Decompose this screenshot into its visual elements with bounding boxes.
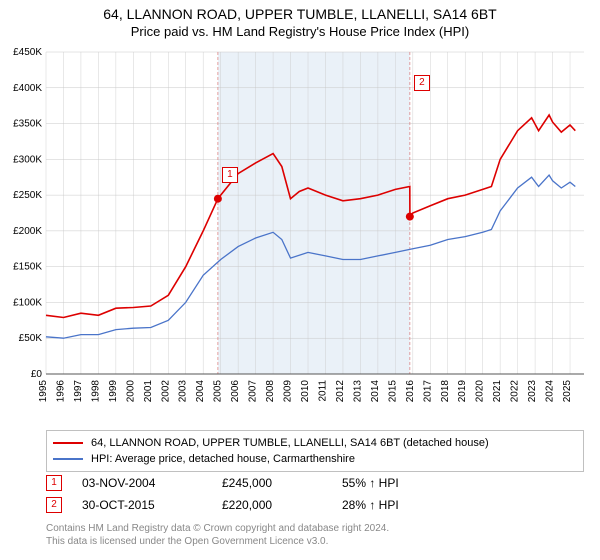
chart-marker-badge-1: 1 (222, 167, 238, 183)
title-line1: 64, LLANNON ROAD, UPPER TUMBLE, LLANELLI… (0, 6, 600, 22)
svg-text:2020: 2020 (475, 380, 486, 403)
legend-swatch-subject (53, 442, 83, 444)
svg-text:2016: 2016 (405, 380, 416, 403)
legend-box: 64, LLANNON ROAD, UPPER TUMBLE, LLANELLI… (46, 430, 584, 472)
footer-block: Contains HM Land Registry data © Crown c… (46, 522, 389, 548)
sale-badge-2: 2 (46, 497, 62, 513)
svg-text:£0: £0 (31, 369, 43, 380)
svg-text:2003: 2003 (178, 380, 189, 403)
svg-text:1998: 1998 (90, 380, 101, 403)
legend-swatch-hpi (53, 458, 83, 460)
sale-price-2: £220,000 (222, 498, 342, 512)
svg-text:£50K: £50K (19, 333, 43, 344)
legend-label-subject: 64, LLANNON ROAD, UPPER TUMBLE, LLANELLI… (91, 437, 489, 449)
svg-text:2017: 2017 (422, 380, 433, 403)
svg-text:2018: 2018 (440, 380, 451, 403)
chart-title-block: 64, LLANNON ROAD, UPPER TUMBLE, LLANELLI… (0, 0, 600, 39)
svg-text:£200K: £200K (13, 226, 42, 237)
sale-date-2: 30-OCT-2015 (82, 498, 222, 512)
svg-text:£350K: £350K (13, 119, 42, 130)
svg-text:£150K: £150K (13, 262, 42, 273)
svg-text:2022: 2022 (510, 380, 521, 403)
svg-text:1997: 1997 (73, 380, 84, 403)
chart-marker-badge-2: 2 (414, 75, 430, 91)
svg-text:2015: 2015 (387, 380, 398, 403)
svg-text:2004: 2004 (195, 380, 206, 403)
svg-text:2009: 2009 (283, 380, 294, 403)
svg-text:1995: 1995 (38, 380, 49, 403)
svg-text:2024: 2024 (545, 380, 556, 403)
sale-pct-2: 28% ↑ HPI (342, 498, 399, 512)
svg-text:2007: 2007 (248, 380, 259, 403)
svg-text:2025: 2025 (562, 380, 573, 403)
svg-text:1996: 1996 (55, 380, 66, 403)
svg-text:2019: 2019 (457, 380, 468, 403)
svg-text:2005: 2005 (213, 380, 224, 403)
svg-text:£300K: £300K (13, 154, 42, 165)
sale-pct-1: 55% ↑ HPI (342, 476, 399, 490)
svg-text:2008: 2008 (265, 380, 276, 403)
legend-row-subject: 64, LLANNON ROAD, UPPER TUMBLE, LLANELLI… (53, 435, 577, 451)
sales-block: 1 03-NOV-2004 £245,000 55% ↑ HPI 2 30-OC… (46, 472, 584, 516)
svg-text:2023: 2023 (527, 380, 538, 403)
svg-text:2010: 2010 (300, 380, 311, 403)
title-line2: Price paid vs. HM Land Registry's House … (0, 24, 600, 39)
sale-date-1: 03-NOV-2004 (82, 476, 222, 490)
svg-text:2014: 2014 (370, 380, 381, 403)
footer-line1: Contains HM Land Registry data © Crown c… (46, 522, 389, 535)
svg-text:£450K: £450K (13, 47, 42, 58)
sale-badge-1: 1 (46, 475, 62, 491)
svg-text:2021: 2021 (492, 380, 503, 403)
svg-text:2013: 2013 (352, 380, 363, 403)
sale-row-1: 1 03-NOV-2004 £245,000 55% ↑ HPI (46, 472, 584, 494)
svg-text:£250K: £250K (13, 190, 42, 201)
svg-text:2012: 2012 (335, 380, 346, 403)
legend-label-hpi: HPI: Average price, detached house, Carm… (91, 453, 355, 465)
svg-text:£100K: £100K (13, 297, 42, 308)
legend-row-hpi: HPI: Average price, detached house, Carm… (53, 451, 577, 467)
chart-area: £0£50K£100K£150K£200K£250K£300K£350K£400… (46, 52, 584, 402)
svg-text:2001: 2001 (143, 380, 154, 403)
chart-svg: £0£50K£100K£150K£200K£250K£300K£350K£400… (46, 52, 584, 402)
svg-text:2006: 2006 (230, 380, 241, 403)
svg-text:1999: 1999 (108, 380, 119, 403)
svg-text:2011: 2011 (317, 380, 328, 402)
svg-text:2002: 2002 (160, 380, 171, 403)
footer-line2: This data is licensed under the Open Gov… (46, 535, 389, 548)
sale-row-2: 2 30-OCT-2015 £220,000 28% ↑ HPI (46, 494, 584, 516)
svg-text:£400K: £400K (13, 83, 42, 94)
sale-price-1: £245,000 (222, 476, 342, 490)
svg-text:2000: 2000 (125, 380, 136, 403)
